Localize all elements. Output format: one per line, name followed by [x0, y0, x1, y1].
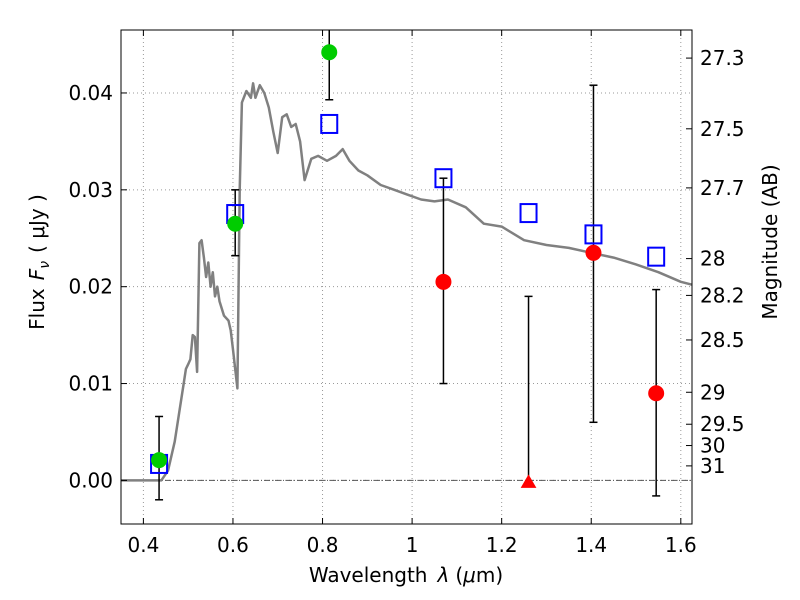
magnitude-tick-label: 27.5 [700, 117, 745, 141]
error-bars [155, 30, 661, 501]
x-axis-label-text: Wavelength [309, 563, 428, 587]
magnitude-tick-label: 30 [700, 434, 725, 458]
observation-point [435, 273, 452, 290]
x-axis-label-unit-mu: μ [462, 563, 476, 587]
y-tick-label: 0.01 [68, 372, 113, 396]
y-axis-label: Flux Fν ( μJy ) [25, 194, 53, 330]
magnitude-tick-label: 31 [700, 454, 725, 478]
observation-point [585, 244, 602, 261]
plot-frame [120, 29, 693, 525]
y-axis-label-unit: ( μJy ) [25, 194, 49, 253]
x-axis-label: Wavelength λ (μm) [309, 563, 503, 587]
x-tick-label: 0.8 [307, 533, 339, 557]
x-tick-label: 1.2 [486, 533, 518, 557]
y-tick-label: 0.00 [68, 468, 113, 492]
magnitude-tick-label: 27.3 [700, 46, 745, 70]
x-tick-label: 0.6 [217, 533, 249, 557]
x-axis-label-unit-rest: m) [476, 563, 503, 587]
y-axis-label-subscript: ν [37, 261, 53, 269]
observation-point [227, 215, 244, 232]
x-tick-label: 0.4 [127, 533, 159, 557]
model-sed-series [121, 82, 693, 482]
y-tick-label: 0.03 [68, 178, 113, 202]
model-photometry-point [519, 203, 538, 224]
y-tick-label: 0.04 [68, 81, 113, 105]
observation-point [648, 385, 665, 402]
y-tick-label: 0.02 [68, 275, 113, 299]
magnitude-tick-label: 27.7 [700, 176, 745, 200]
magnitude-tick-label: 29.5 [700, 412, 745, 436]
model-sed-line [121, 82, 693, 482]
x-axis-label-symbol: λ [436, 563, 449, 587]
x-tick-label: 1.4 [575, 533, 607, 557]
model-photometry-point [434, 168, 453, 189]
right-axis-label: Magnitude (AB) [758, 164, 782, 319]
magnitude-tick-label: 29 [700, 380, 725, 404]
x-tick-label: 1 [406, 533, 419, 557]
model-photometry-point [647, 246, 666, 267]
model-photometry-series [150, 113, 666, 474]
observation-point [321, 44, 338, 61]
observation-series [151, 44, 665, 488]
magnitude-tick-label: 28 [700, 247, 725, 271]
x-tick-label: 1.6 [665, 533, 697, 557]
observation-upper-limit-triangle [520, 474, 537, 488]
model-photometry-point [584, 224, 603, 245]
y-axis-label-symbol: F [25, 268, 49, 280]
axis-ticks [121, 30, 692, 524]
tick-labels: 0.4 0.6 0.8 1 1.2 1.4 1.6 0.00 0.01 0.02 0.03 0.04 2… [68, 46, 744, 557]
magnitude-tick-label: 28.5 [700, 328, 745, 352]
x-axis-label-unit-open: ( [455, 563, 463, 587]
observation-point [151, 452, 168, 469]
y-axis-label-text: Flux [25, 288, 49, 330]
magnitude-tick-label: 28.2 [700, 283, 745, 307]
model-photometry-point [320, 113, 339, 134]
